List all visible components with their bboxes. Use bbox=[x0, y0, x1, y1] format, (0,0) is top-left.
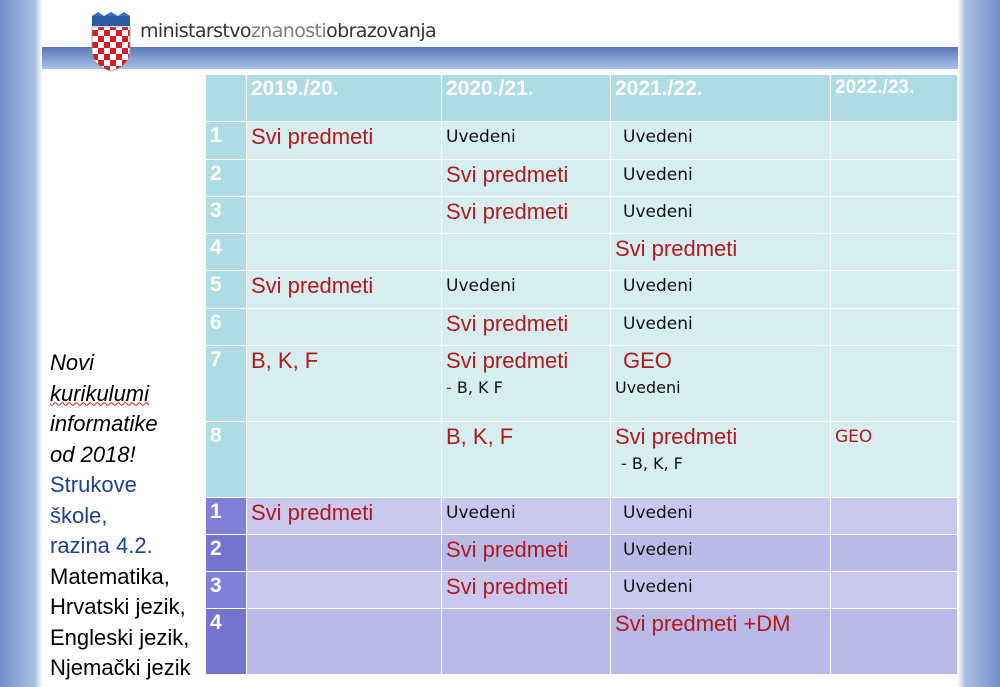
cell: Svi predmeti bbox=[615, 424, 738, 449]
cell: Svi predmeti bbox=[446, 348, 569, 373]
grade-number: 4 bbox=[205, 608, 247, 675]
cell: Svi predmeti bbox=[446, 311, 569, 336]
table-row: 1 Svi predmeti Uvedeni Uvedeni bbox=[205, 497, 958, 535]
table-row: 2 Svi predmeti Uvedeni bbox=[205, 159, 958, 197]
header-blank bbox=[205, 74, 247, 122]
grade-number: 8 bbox=[205, 421, 247, 498]
cell: B, K, F bbox=[251, 348, 319, 373]
side-line: razina 4.2. bbox=[50, 533, 153, 558]
grade-number: 7 bbox=[205, 345, 247, 422]
cell: Uvedeni bbox=[623, 202, 693, 222]
grade-number: 1 bbox=[205, 121, 247, 160]
cell: Uvedeni bbox=[446, 127, 516, 147]
table-row: 4 Svi predmeti bbox=[205, 233, 958, 271]
table-row: 4 Svi predmeti +DM bbox=[205, 608, 958, 675]
table-row: 2 Svi predmeti Uvedeni bbox=[205, 534, 958, 572]
cell: Svi predmeti bbox=[251, 273, 374, 298]
table-row: 8 B, K, F Svi predmeti - B, K, F GEO bbox=[205, 421, 958, 498]
header-year: 2019./20. bbox=[246, 74, 442, 122]
grade-number: 4 bbox=[205, 233, 247, 271]
croatian-coat-of-arms-icon bbox=[91, 12, 131, 72]
side-note: Novi kurikulumi informatike od 2018! Str… bbox=[50, 348, 215, 684]
cell: Uvedeni bbox=[623, 127, 693, 147]
grade-number: 2 bbox=[205, 159, 247, 197]
cell: Svi predmeti bbox=[615, 236, 738, 261]
header-year: 2021./22. bbox=[610, 74, 831, 122]
header-year: 2020./21. bbox=[441, 74, 611, 122]
table-row: 7 B, K, F Svi predmeti - B, K F GEO Uved… bbox=[205, 345, 958, 422]
table-row: 3 Svi predmeti Uvedeni bbox=[205, 571, 958, 609]
cell: Uvedeni bbox=[623, 577, 693, 597]
cell: Uvedeni bbox=[623, 503, 693, 523]
grade-number: 6 bbox=[205, 308, 247, 346]
cell: Uvedeni bbox=[623, 165, 693, 185]
side-line: Novi bbox=[50, 350, 95, 375]
cell: Svi predmeti bbox=[446, 162, 569, 187]
grade-number: 1 bbox=[205, 497, 247, 535]
cell: Uvedeni bbox=[623, 276, 693, 296]
side-line: Matematika, bbox=[50, 563, 170, 589]
table-row: 1 Svi predmeti Uvedeni Uvedeni bbox=[205, 121, 958, 160]
side-line: kurikulumi bbox=[50, 380, 150, 406]
cell: Svi predmeti bbox=[446, 199, 569, 224]
cell: GEO bbox=[835, 427, 873, 447]
side-line: Hrvatski jezik, bbox=[50, 594, 186, 619]
table-row: 5 Svi predmeti Uvedeni Uvedeni bbox=[205, 270, 958, 309]
side-line: Strukove bbox=[50, 472, 137, 497]
cell: Svi predmeti bbox=[251, 124, 374, 149]
cell: Uvedeni bbox=[446, 503, 516, 523]
table-row: 6 Svi predmeti Uvedeni bbox=[205, 308, 958, 346]
grade-number: 3 bbox=[205, 571, 247, 609]
cell-subtext: Uvedeni bbox=[615, 378, 681, 397]
side-line: od 2018! bbox=[50, 441, 136, 467]
curriculum-schedule-table: 2019./20. 2020./21. 2021./22. 2022./23. … bbox=[205, 74, 958, 675]
header-bar bbox=[42, 47, 958, 69]
ministry-logo-text: ministarstvoznanostiobrazovanja bbox=[140, 20, 437, 42]
grade-number: 2 bbox=[205, 534, 247, 572]
side-line: škole, bbox=[50, 502, 108, 528]
cell: Svi predmeti bbox=[251, 500, 374, 525]
header-year: 2022./23. bbox=[830, 74, 958, 122]
cell: Uvedeni bbox=[446, 276, 516, 296]
header-row: 2019./20. 2020./21. 2021./22. 2022./23. bbox=[205, 74, 958, 122]
cell: Svi predmeti +DM bbox=[615, 611, 791, 636]
side-line: informatike bbox=[50, 411, 158, 436]
cell: Svi predmeti bbox=[446, 574, 569, 599]
cell: GEO bbox=[623, 348, 672, 373]
grade-number: 3 bbox=[205, 196, 247, 234]
grade-number: 5 bbox=[205, 270, 247, 309]
cell: B, K, F bbox=[446, 424, 514, 449]
side-line: Njemački jezik bbox=[50, 655, 191, 680]
cell: Svi predmeti bbox=[446, 537, 569, 562]
side-line: Engleski jezik, bbox=[50, 624, 190, 650]
cell: Uvedeni bbox=[623, 314, 693, 334]
cell-subtext: - B, K F bbox=[446, 378, 503, 397]
cell: Uvedeni bbox=[623, 540, 693, 560]
cell-subtext: - B, K, F bbox=[621, 454, 683, 473]
table-row: 3 Svi predmeti Uvedeni bbox=[205, 196, 958, 234]
